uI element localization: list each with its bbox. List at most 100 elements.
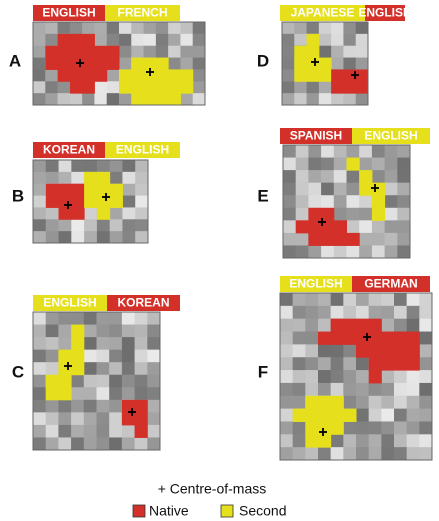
voxel (308, 183, 321, 196)
voxel (293, 370, 306, 383)
voxel (305, 332, 318, 345)
voxel (359, 195, 372, 208)
voxel-grid (33, 160, 149, 244)
voxel (407, 434, 420, 447)
activation (119, 81, 193, 93)
voxel (356, 383, 369, 396)
voxel (356, 434, 369, 447)
voxel (307, 22, 320, 34)
voxel (331, 93, 344, 105)
voxel (135, 362, 148, 375)
voxel (168, 58, 181, 70)
voxel (135, 312, 148, 325)
voxel (84, 312, 97, 325)
voxel (283, 220, 296, 233)
voxel (144, 46, 157, 58)
panel-letter: D (257, 51, 269, 70)
voxel (372, 158, 385, 171)
voxel (97, 337, 110, 350)
label-text: ENGLISH (289, 277, 342, 291)
voxel (58, 325, 71, 338)
voxel (294, 81, 307, 93)
voxel (394, 293, 407, 306)
voxel (110, 219, 123, 231)
activation (369, 370, 382, 383)
voxel (84, 437, 97, 450)
voxel (97, 362, 110, 375)
activation (307, 34, 320, 46)
voxel (280, 306, 293, 319)
voxel (356, 58, 369, 70)
voxel (283, 158, 296, 171)
voxel (293, 344, 306, 357)
voxel (283, 233, 296, 246)
voxel (135, 219, 148, 231)
label-text: KOREAN (43, 143, 95, 157)
voxel (307, 81, 320, 93)
voxel (156, 34, 169, 46)
voxel (168, 34, 181, 46)
voxel (394, 409, 407, 422)
voxel (109, 325, 122, 338)
voxel (71, 412, 84, 425)
voxel (334, 195, 347, 208)
voxel (283, 245, 296, 258)
voxel (33, 375, 46, 388)
voxel (296, 183, 309, 196)
voxel (385, 183, 398, 196)
voxel (347, 170, 360, 183)
activation (305, 434, 331, 447)
voxel (107, 81, 120, 93)
voxel (33, 400, 46, 413)
voxel (135, 184, 148, 196)
voxel (84, 350, 97, 363)
voxel (397, 170, 410, 183)
voxel (419, 293, 432, 306)
voxel (45, 34, 58, 46)
activation (293, 409, 357, 422)
voxel (356, 396, 369, 409)
voxel (319, 46, 332, 58)
voxel (147, 387, 160, 400)
voxel (33, 196, 46, 208)
voxel (385, 158, 398, 171)
panel-letter: C (12, 362, 24, 381)
voxel (33, 425, 46, 438)
voxel (293, 293, 306, 306)
voxel (381, 396, 394, 409)
voxel (381, 293, 394, 306)
voxel (308, 145, 321, 158)
voxel-grid (282, 22, 369, 106)
voxel (318, 306, 331, 319)
voxel (46, 160, 59, 172)
voxel (58, 312, 71, 325)
voxel (331, 58, 344, 70)
voxel (407, 319, 420, 332)
voxel (282, 69, 295, 81)
voxel (356, 306, 369, 319)
voxel (369, 383, 382, 396)
activation (45, 46, 119, 58)
voxel (331, 383, 344, 396)
voxel-grid (280, 293, 433, 461)
voxel (109, 425, 122, 438)
voxel (308, 245, 321, 258)
voxel (147, 400, 160, 413)
legend-label: Second (239, 503, 286, 519)
voxel (369, 306, 382, 319)
activation (58, 350, 84, 363)
voxel-grid (33, 22, 206, 106)
voxel (58, 412, 71, 425)
voxel (84, 387, 97, 400)
voxel (318, 383, 331, 396)
activation (359, 170, 372, 183)
voxel (135, 172, 148, 184)
activation (58, 69, 108, 81)
voxel (82, 22, 95, 34)
voxel (293, 306, 306, 319)
voxel (193, 46, 206, 58)
voxel (109, 412, 122, 425)
voxel (283, 195, 296, 208)
voxel (46, 231, 59, 243)
voxel (294, 34, 307, 46)
